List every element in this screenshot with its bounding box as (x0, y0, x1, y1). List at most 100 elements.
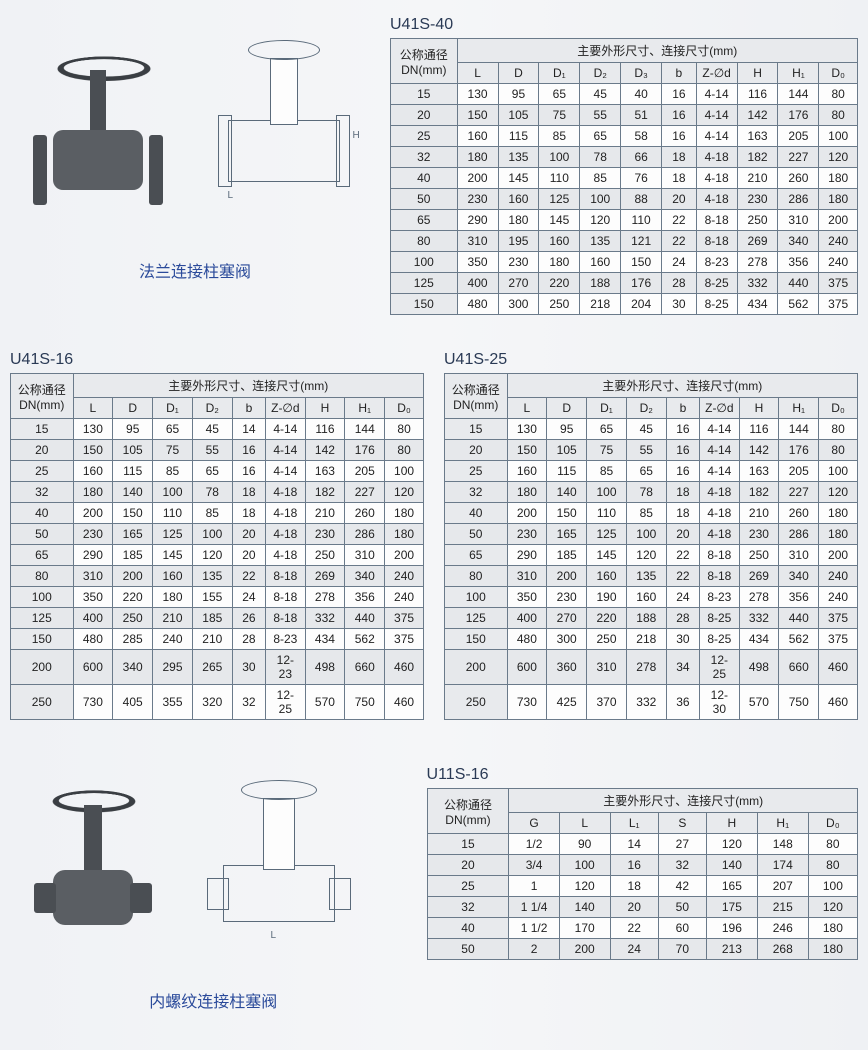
data-cell: 95 (113, 419, 153, 440)
data-cell: 28 (662, 273, 697, 294)
dn-cell: 20 (445, 440, 508, 461)
data-cell: 105 (498, 105, 539, 126)
data-cell: 100 (559, 855, 610, 876)
data-cell: 278 (626, 650, 666, 685)
dn-cell: 150 (445, 629, 508, 650)
dn-cell: 20 (427, 855, 509, 876)
col-header: H (706, 813, 757, 834)
data-cell: 4-18 (696, 168, 737, 189)
data-cell: 142 (737, 105, 778, 126)
data-cell: 176 (345, 440, 385, 461)
data-cell: 286 (778, 189, 819, 210)
col-header: Z-∅d (696, 63, 737, 84)
dim-header: 主要外形尺寸、连接尺寸(mm) (507, 374, 858, 398)
data-cell: 18 (666, 503, 699, 524)
data-cell: 176 (778, 105, 819, 126)
data-cell: 375 (819, 629, 858, 650)
data-cell: 340 (779, 566, 819, 587)
data-cell: 570 (305, 685, 345, 720)
data-cell: 160 (626, 587, 666, 608)
data-cell: 85 (626, 503, 666, 524)
data-cell: 32 (232, 685, 265, 720)
dn-cell: 15 (445, 419, 508, 440)
data-cell: 286 (345, 524, 385, 545)
data-cell: 310 (779, 545, 819, 566)
data-cell: 210 (192, 629, 232, 650)
data-cell: 24 (232, 587, 265, 608)
dn-cell: 15 (427, 834, 509, 855)
data-cell: 16 (662, 105, 697, 126)
table-row: 2507304253703323612-30570750460 (445, 685, 858, 720)
table-row: 65290185145120228-18250310200 (445, 545, 858, 566)
data-cell: 218 (580, 294, 621, 315)
table-row: 25160115856558164-14163205100 (391, 126, 858, 147)
data-cell: 120 (626, 545, 666, 566)
data-cell: 120 (808, 897, 857, 918)
data-cell: 182 (737, 147, 778, 168)
thread-caption: 内螺纹连接柱塞阀 (10, 988, 417, 1012)
data-cell: 100 (819, 126, 858, 147)
table-row: 402001451108576184-18210260180 (391, 168, 858, 189)
data-cell: 20 (232, 545, 265, 566)
data-cell: 350 (457, 252, 498, 273)
data-cell: 4-14 (696, 84, 737, 105)
data-cell: 210 (739, 503, 779, 524)
data-cell: 562 (778, 294, 819, 315)
col-header: H₁ (778, 63, 819, 84)
data-cell: 80 (819, 440, 858, 461)
col-header: D₂ (626, 398, 666, 419)
dn-cell: 65 (445, 545, 508, 566)
col-header: Z-∅d (266, 398, 305, 419)
data-cell: 175 (706, 897, 757, 918)
data-cell: 80 (819, 105, 858, 126)
data-cell: 227 (345, 482, 385, 503)
dn-cell: 250 (11, 685, 74, 720)
data-cell: 4-14 (266, 461, 305, 482)
data-cell: 20 (666, 524, 699, 545)
data-cell: 115 (498, 126, 539, 147)
table-row: 20150105755551164-1414217680 (391, 105, 858, 126)
data-cell: 135 (498, 147, 539, 168)
data-cell: 18 (610, 876, 658, 897)
data-cell: 4-14 (696, 105, 737, 126)
col-header: D₀ (819, 63, 858, 84)
data-cell: 310 (507, 566, 547, 587)
data-cell: 65 (580, 126, 621, 147)
data-cell: 205 (778, 126, 819, 147)
data-cell: 180 (808, 939, 857, 960)
data-cell: 660 (779, 650, 819, 685)
dn-cell: 20 (391, 105, 458, 126)
data-cell: 200 (819, 210, 858, 231)
data-cell: 230 (457, 189, 498, 210)
data-cell: 218 (626, 629, 666, 650)
col-header: D₂ (580, 63, 621, 84)
table-row: 2511201842165207100 (427, 876, 857, 897)
data-cell: 207 (757, 876, 808, 897)
data-cell: 250 (113, 608, 153, 629)
data-cell: 75 (539, 105, 580, 126)
data-cell: 32 (658, 855, 706, 876)
data-cell: 36 (666, 685, 699, 720)
data-cell: 55 (580, 105, 621, 126)
data-cell: 110 (539, 168, 580, 189)
data-cell: 200 (457, 168, 498, 189)
data-cell: 434 (737, 294, 778, 315)
data-cell: 4-14 (700, 461, 739, 482)
data-cell: 140 (113, 482, 153, 503)
data-cell: 460 (819, 650, 858, 685)
col-header: D₀ (819, 398, 858, 419)
data-cell: 85 (587, 461, 627, 482)
col-header: b (666, 398, 699, 419)
col-header: L (73, 398, 113, 419)
table-row: 5022002470213268180 (427, 939, 857, 960)
data-cell: 75 (587, 440, 627, 461)
table-row: 80310200160135228-18269340240 (11, 566, 424, 587)
data-cell: 65 (192, 461, 232, 482)
dn-cell: 25 (391, 126, 458, 147)
data-cell: 65 (587, 419, 627, 440)
table-row: 150480285240210288-23434562375 (11, 629, 424, 650)
data-cell: 286 (779, 524, 819, 545)
data-cell: 120 (819, 482, 858, 503)
data-cell: 100 (819, 461, 858, 482)
dn-cell: 15 (391, 84, 458, 105)
